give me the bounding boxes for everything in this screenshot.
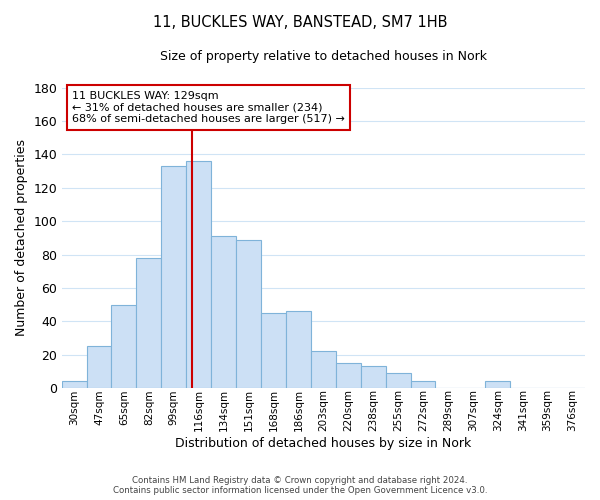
Bar [236, 240, 261, 388]
Bar [86, 346, 112, 388]
Bar [286, 311, 311, 388]
Bar [186, 161, 211, 388]
Y-axis label: Number of detached properties: Number of detached properties [15, 140, 28, 336]
Bar [485, 382, 510, 388]
Title: Size of property relative to detached houses in Nork: Size of property relative to detached ho… [160, 50, 487, 63]
Bar [410, 382, 436, 388]
Bar [211, 236, 236, 388]
Text: Contains HM Land Registry data © Crown copyright and database right 2024.
Contai: Contains HM Land Registry data © Crown c… [113, 476, 487, 495]
Bar [386, 373, 410, 388]
Bar [62, 382, 86, 388]
Text: 11, BUCKLES WAY, BANSTEAD, SM7 1HB: 11, BUCKLES WAY, BANSTEAD, SM7 1HB [153, 15, 447, 30]
Text: 11 BUCKLES WAY: 129sqm
← 31% of detached houses are smaller (234)
68% of semi-de: 11 BUCKLES WAY: 129sqm ← 31% of detached… [72, 91, 345, 124]
Bar [261, 313, 286, 388]
Bar [161, 166, 186, 388]
Bar [112, 304, 136, 388]
X-axis label: Distribution of detached houses by size in Nork: Distribution of detached houses by size … [175, 437, 472, 450]
Bar [336, 363, 361, 388]
Bar [136, 258, 161, 388]
Bar [361, 366, 386, 388]
Bar [311, 351, 336, 388]
